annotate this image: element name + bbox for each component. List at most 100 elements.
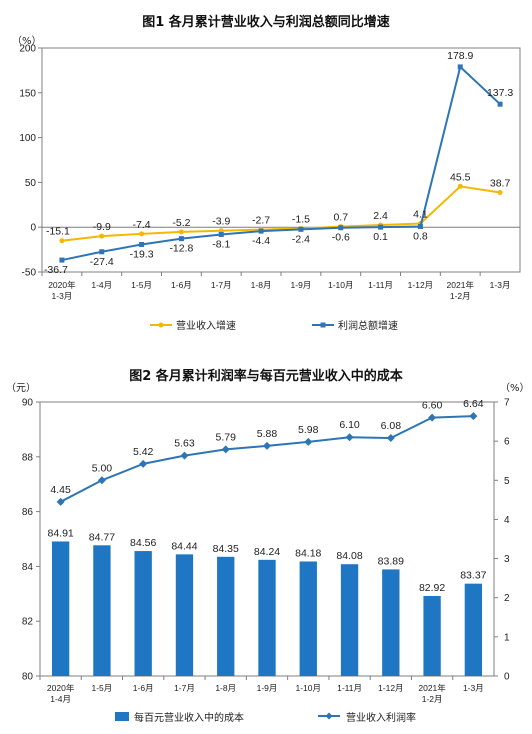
legend-marker-profit [320,322,326,328]
data-label-revenue: -1.5 [292,214,310,226]
x-tick-label: 1-3月 [490,280,511,290]
x-tick-label: 1-9月 [291,280,312,290]
chart-1-legend: 营业收入增速 利润总额增速 [150,319,398,332]
data-point [304,437,313,446]
x-tick-label-line: 1-8月 [215,683,236,693]
bar [423,595,441,676]
line-data-label: 6.64 [463,398,484,410]
x-tick-label-line: 1-11月 [368,280,393,290]
series-line [61,185,501,242]
data-point [139,459,148,468]
data-label-profit: 137.3 [487,87,513,99]
x-tick-label-line: 1-12月 [378,683,404,693]
x-tick-label-line: 2020年 [47,683,75,693]
legend-swatch-cost [115,712,129,721]
chart-2-y-ticks: 80 82 84 86 88 90 0 1 2 3 4 5 6 7 [22,398,510,683]
data-point [139,241,145,247]
x-tick-label: 1-10月 [296,683,322,693]
bar-data-label: 84.08 [336,550,362,562]
line-data-label: 5.98 [298,424,319,436]
bar-data-label: 84.18 [295,547,321,559]
y-tick-label: 0 [30,223,36,234]
data-label-profit: -12.8 [169,243,193,255]
y-tick-label: 50 [25,178,37,189]
x-tick-label: 2020年 1-3月 [48,280,76,301]
data-label-revenue: -3.9 [212,216,230,228]
data-point [457,183,463,189]
data-point [457,64,463,70]
data-label-profit: -8.1 [212,238,230,250]
data-label-revenue: 4.1 [413,209,428,221]
data-point [180,451,189,460]
legend-label-revenue: 营业收入增速 [176,319,236,332]
line-data-label: 6.08 [381,420,402,432]
bar-data-label: 82.92 [419,582,445,594]
y-tick-label-right: 7 [504,398,510,409]
x-tick-label-line: 1-7月 [174,683,195,693]
data-point [99,249,105,255]
x-tick-label-line: 1-5月 [92,683,113,693]
bar [51,541,70,676]
data-point [99,233,105,239]
data-label-revenue: 2.4 [373,210,388,222]
x-tick-label-line: 2020年 [48,280,76,290]
x-tick-label-line: 1-9月 [291,280,312,290]
x-tick-label: 1-12月 [408,280,434,290]
x-tick-label: 1-12月 [378,683,404,693]
bar [258,559,276,676]
series-revenue-growth [59,183,503,244]
data-point [221,445,230,454]
y-tick-label-left: 86 [22,507,34,518]
chart-2-title: 图2 各月累计利润率与每百元营业收入中的成本 [129,368,403,384]
y-tick-label-left: 90 [22,398,34,409]
data-point [298,226,304,232]
data-point [178,236,184,242]
legend-label-profit: 利润总额增速 [338,319,398,332]
x-tick-label: 1-7月 [211,280,232,290]
line-data-label: 6.60 [422,400,443,412]
x-tick-label: 2021年 1-2月 [418,683,446,704]
data-label-revenue: -15.1 [46,226,70,238]
data-label-revenue: 45.5 [450,171,471,183]
chart-1-y-unit: （%） [12,35,42,47]
chart-2-x-ticks: 2020年 1-4月 1-5月 1-6月 1-7月 1-8月 1-9月 1-10月 1-11月 1… [39,676,484,704]
data-point [218,231,224,237]
chart-1-plot-frame [41,47,521,273]
data-point [469,412,478,421]
y-tick-label: -50 [22,268,37,279]
y-tick-label: 200 [19,44,36,55]
x-tick-label: 2021年 1-2月 [447,280,475,301]
y-tick-label: 150 [19,88,36,99]
bar-data-label: 84.56 [130,537,156,549]
bar-data-label: 84.77 [89,531,115,543]
x-tick-label-line: 1-4月 [50,694,71,704]
chart-2-legend: 每百元营业收入中的成本 营业收入利润率 [115,711,416,724]
data-label-revenue: -2.7 [252,215,270,227]
x-tick-label-line: 2021年 [418,683,446,693]
x-tick-label: 1-8月 [251,280,272,290]
x-tick-label: 1-5月 [92,683,113,693]
bar [340,564,359,676]
line-data-label: 5.79 [216,431,237,443]
legend-marker-revenue [158,322,164,328]
data-point [258,228,264,234]
data-point [97,476,106,485]
x-tick-label-line: 1-4月 [91,280,112,290]
bar-data-label: 84.44 [171,540,197,552]
bar [93,545,111,676]
x-tick-label-line: 1-11月 [337,683,362,693]
bar [217,556,235,676]
x-tick-label-line: 1-7月 [211,280,232,290]
bar-data-label: 84.24 [254,546,280,558]
x-tick-label: 1-11月 [368,280,393,290]
line-data-label: 5.00 [92,462,113,474]
bar [134,551,152,676]
chart-1-profit-revenue-growth: 图1 各月累计营业收入与利润总额同比增速 （%） -50 0 50 100 150 200… [12,14,521,332]
line-data-label: 5.42 [133,446,154,458]
chart-1-series: -15.1 -9.9 -7.4 -5.2 -3.9 -2.7 -1.5 0.7 2.4 4.1 45… [44,50,513,276]
x-tick-label: 1-5月 [131,280,152,290]
chart-2-line: 4.45 5.00 5.42 5.63 5.79 5.88 5.98 6.10 6.08 6.60… [50,398,484,506]
chart-1-y-ticks: -50 0 50 100 150 200 [19,44,42,279]
legend-label-margin: 营业收入利润率 [346,711,416,724]
